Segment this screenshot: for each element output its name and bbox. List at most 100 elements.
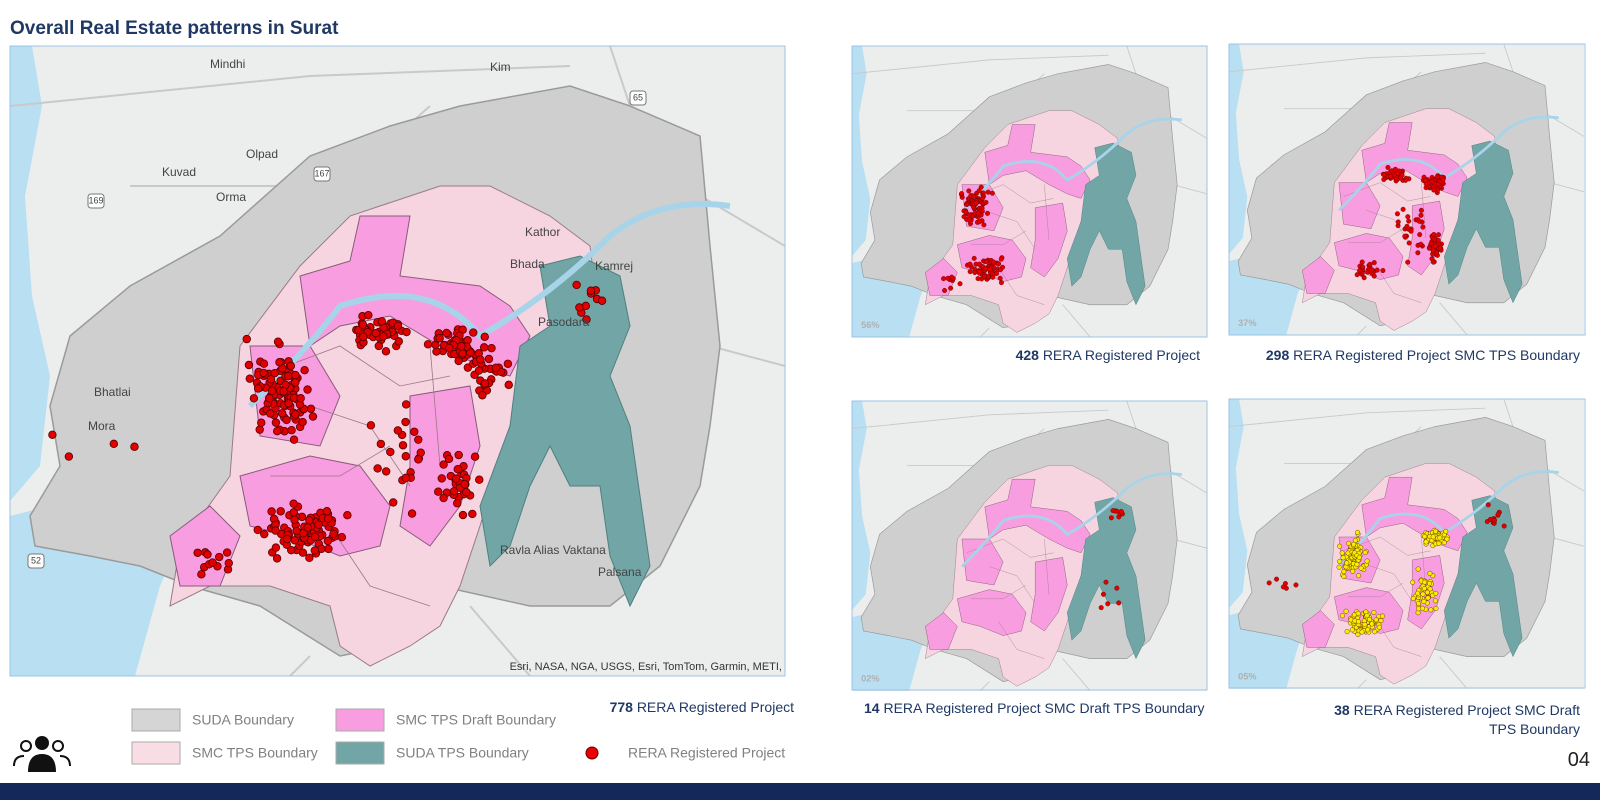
project-dot — [1105, 601, 1111, 607]
project-dot — [1433, 243, 1439, 249]
project-dot — [1405, 214, 1411, 220]
road-shield — [629, 90, 647, 106]
project-dot — [503, 359, 513, 368]
project-dot — [1416, 601, 1422, 607]
project-dot — [1416, 606, 1422, 612]
project-dot — [303, 523, 312, 532]
project-dot — [976, 269, 982, 275]
project-dot — [1349, 627, 1355, 633]
project-dot — [1485, 502, 1491, 508]
project-dot — [273, 337, 283, 346]
legend-swatch — [335, 741, 385, 765]
project-dot — [402, 327, 411, 337]
project-dot — [271, 543, 281, 552]
project-dot — [286, 361, 296, 371]
project-dot — [1114, 585, 1120, 591]
project-dot — [1436, 232, 1442, 238]
project-dot — [971, 255, 977, 261]
project-dot — [998, 256, 1004, 262]
project-dot — [364, 310, 373, 320]
project-dot — [377, 317, 387, 326]
project-dot — [1426, 245, 1432, 251]
project-dot — [1425, 595, 1431, 601]
project-dot — [292, 526, 301, 536]
project-dot — [1364, 558, 1370, 564]
legend-swatch — [131, 708, 181, 732]
project-dot — [1428, 607, 1434, 613]
project-dot — [453, 499, 462, 508]
project-dot — [454, 450, 463, 460]
place-label: Bhada — [510, 257, 545, 271]
project-dot — [366, 421, 376, 430]
project-dot — [1410, 595, 1416, 601]
place-label: Kuvad — [162, 165, 196, 179]
legend-label: SMC TPS Draft Boundary — [396, 712, 556, 728]
project-dot — [1437, 535, 1443, 541]
project-dot — [290, 536, 299, 545]
project-dot — [322, 507, 332, 516]
project-dot — [1103, 579, 1109, 585]
project-dot — [1420, 591, 1426, 597]
small-caption: 428 RERA Registered Project — [900, 346, 1200, 365]
project-dot — [1371, 610, 1377, 615]
project-dot — [291, 370, 300, 380]
project-dot — [1417, 232, 1423, 238]
project-dot — [414, 435, 423, 444]
percent-label: 05% — [1238, 672, 1256, 682]
project-dot — [975, 210, 981, 216]
project-dot — [1416, 218, 1422, 224]
project-dot — [1432, 598, 1438, 604]
project-dot — [257, 418, 266, 427]
project-dot — [268, 386, 277, 396]
project-dot — [1354, 272, 1360, 278]
project-dot — [1400, 206, 1406, 212]
project-dot — [597, 296, 607, 305]
road-shield — [87, 193, 105, 209]
project-dot — [323, 536, 333, 546]
project-dot — [1371, 273, 1377, 279]
project-dot — [462, 487, 471, 497]
project-dot — [271, 526, 280, 535]
caption-text: RERA Registered Project SMC TPS Boundary — [1293, 347, 1580, 363]
project-dot — [586, 286, 596, 295]
project-dot — [1441, 540, 1447, 546]
project-dot — [458, 510, 468, 520]
project-dot — [1118, 509, 1124, 514]
place-label: Mora — [88, 419, 116, 433]
place-label: Pasodara — [538, 315, 590, 329]
project-dot — [1408, 228, 1414, 234]
project-dot — [451, 474, 461, 483]
project-dot — [1418, 212, 1424, 218]
project-dot — [1381, 172, 1387, 178]
project-dot — [1402, 233, 1408, 239]
project-dot — [1343, 608, 1349, 614]
project-dot — [386, 447, 395, 457]
project-dot — [1433, 590, 1439, 596]
project-dot — [458, 349, 467, 358]
project-dot — [310, 546, 320, 555]
project-dot — [1422, 177, 1428, 183]
project-dot — [1444, 536, 1450, 542]
project-dot — [967, 269, 973, 275]
project-dot — [215, 552, 224, 562]
project-dot — [1415, 590, 1421, 596]
place-label: Kim — [490, 60, 511, 74]
project-dot — [982, 266, 988, 272]
project-dot — [1362, 622, 1368, 627]
project-dot — [1360, 264, 1366, 270]
project-dot — [966, 188, 972, 194]
caption-text: RERA Registered Project — [636, 699, 794, 715]
project-dot — [1266, 580, 1272, 586]
project-dot — [358, 320, 368, 329]
legend-swatch — [335, 708, 385, 732]
project-dot — [277, 409, 287, 418]
footer-bar — [0, 783, 1600, 800]
main-caption: 778 RERA Registered Project — [400, 698, 794, 717]
project-dot — [1394, 211, 1400, 217]
place-label: Kathor — [525, 225, 560, 239]
project-dot — [401, 417, 410, 427]
project-dot — [1356, 554, 1362, 560]
project-dot — [298, 548, 308, 557]
project-dot — [303, 385, 312, 394]
project-dot — [224, 558, 233, 568]
